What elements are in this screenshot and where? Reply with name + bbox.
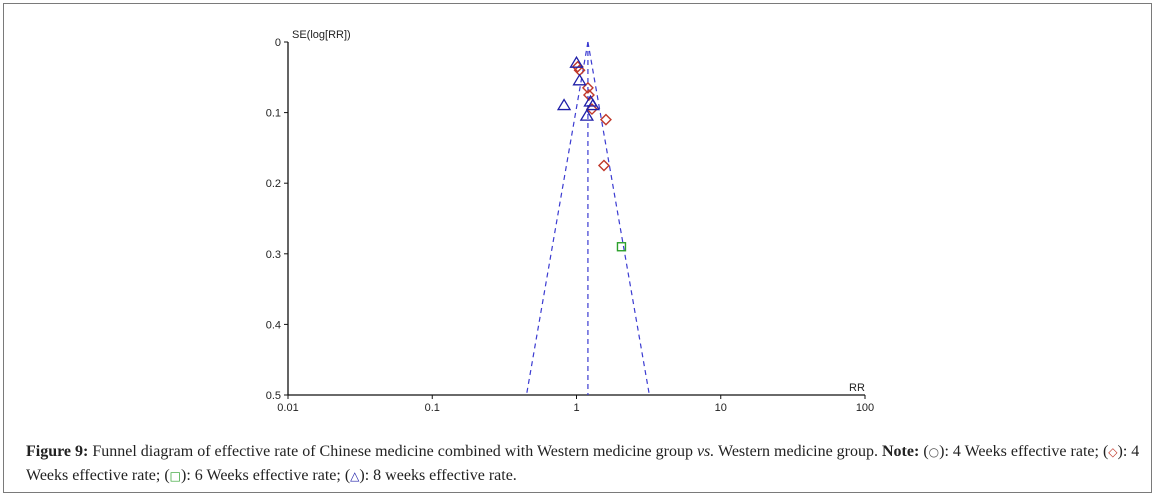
y-tick-label: 0.2 xyxy=(266,178,281,190)
diamond-icon: ◇ xyxy=(1108,445,1118,459)
funnel-right-bound xyxy=(587,41,650,396)
triangle-marker xyxy=(556,98,572,111)
y-tick-label: 0.5 xyxy=(266,390,281,402)
x-tick-label: 0.01 xyxy=(277,402,298,414)
x-tick-label: 100 xyxy=(856,402,874,414)
funnel-left-bound xyxy=(525,41,589,396)
triangle-marker xyxy=(585,98,601,111)
square-icon: □ xyxy=(169,469,182,483)
figure-frame: 0 0.1 0.2 0.3 0.4 0.5 0.01 0.1 1 10 100 SE(log[RR]… xyxy=(3,3,1152,493)
x-axis-label: RR xyxy=(849,382,865,394)
legend-triangle: (△): 8 weeks effective rate. xyxy=(344,467,517,484)
diamond-marker xyxy=(581,81,594,94)
square-marker xyxy=(616,242,627,252)
triangle-marker xyxy=(572,73,587,86)
funnel-plot: 0 0.1 0.2 0.3 0.4 0.50.01 0.1 1 10 100 SE(log[RR]… xyxy=(266,29,874,414)
diamond-marker xyxy=(582,88,595,101)
y-tick-label: 0.4 xyxy=(266,319,281,331)
y-tick-label: 0.3 xyxy=(266,249,281,261)
triangle-marker xyxy=(569,55,584,68)
diamond-marker xyxy=(599,113,612,126)
caption-note-label: Note: xyxy=(882,443,920,460)
data-points xyxy=(556,55,627,252)
y-tick-label: 0 xyxy=(275,37,281,49)
triangle-marker xyxy=(579,108,595,121)
figure-caption: Figure 9: Funnel diagram of effective ra… xyxy=(26,440,1141,488)
x-tick-label: 10 xyxy=(715,402,727,414)
caption-vs: vs. xyxy=(696,443,715,460)
legend-circle: (○): 4 Weeks effective rate; xyxy=(923,443,1099,460)
triangle-icon: △ xyxy=(350,469,360,483)
x-tick-label: 1 xyxy=(573,402,579,414)
legend-diamond: (◇): 4 Weeks effective rate; xyxy=(26,443,1140,484)
y-axis-label: SE(log[RR]) xyxy=(292,29,351,41)
axes: 0 0.1 0.2 0.3 0.4 0.50.01 0.1 1 10 100 xyxy=(266,37,874,414)
circle-icon: ○ xyxy=(928,445,940,459)
x-tick-label: 0.1 xyxy=(425,402,440,414)
caption-label: Figure 9: xyxy=(26,443,89,460)
y-tick-label: 0.1 xyxy=(266,108,281,120)
funnel-lines xyxy=(525,41,650,396)
legend-square: (□): 6 Weeks effective rate; xyxy=(164,467,341,484)
caption-text: Funnel diagram of effective rate of Chin… xyxy=(92,443,693,460)
diamond-marker xyxy=(597,159,610,172)
caption-text2: Western medicine group. xyxy=(718,443,878,460)
